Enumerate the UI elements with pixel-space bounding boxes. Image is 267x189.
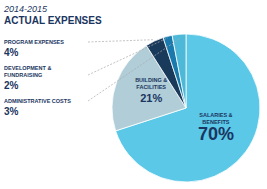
data-label: 3% [4, 106, 19, 117]
data-label: 2% [4, 80, 19, 91]
slice-name: PROGRAM EXPENSES [4, 39, 64, 45]
leader-line [88, 39, 179, 101]
chart-title: 2014-2015 [3, 4, 48, 14]
data-label: 21% [140, 92, 162, 104]
chart-container: 2014-2015ACTUAL EXPENSESSALARIES &BENEFI… [0, 0, 267, 189]
slice-name: ADMINISTRATIVE COSTS [4, 98, 71, 104]
slice-name-line: FUNDRAISING [4, 72, 42, 78]
chart-svg: 2014-2015ACTUAL EXPENSESSALARIES &BENEFI… [0, 0, 267, 189]
slice-name-line: BUILDING & [135, 77, 167, 83]
pie-slice [172, 34, 186, 108]
slice-name: BUILDING &FACILITIES [135, 77, 167, 90]
leader-line [88, 38, 168, 75]
slice-name-line: SALARIES & [199, 112, 232, 118]
slice-name-line: PROGRAM EXPENSES [4, 39, 64, 45]
data-label: 70% [198, 124, 234, 144]
slice-name-line: DEVELOPMENT & [4, 65, 51, 71]
label-group: SALARIES &BENEFITS70%BUILDING &FACILITIE… [4, 39, 234, 144]
chart-subtitle: ACTUAL EXPENSES [4, 15, 102, 26]
pie-group [112, 34, 260, 182]
slice-name-line: ADMINISTRATIVE COSTS [4, 98, 71, 104]
slice-name-line: FACILITIES [136, 84, 166, 90]
slice-name: DEVELOPMENT &FUNDRAISING [4, 65, 51, 78]
data-label: 4% [4, 47, 19, 58]
leader-line [88, 40, 154, 42]
